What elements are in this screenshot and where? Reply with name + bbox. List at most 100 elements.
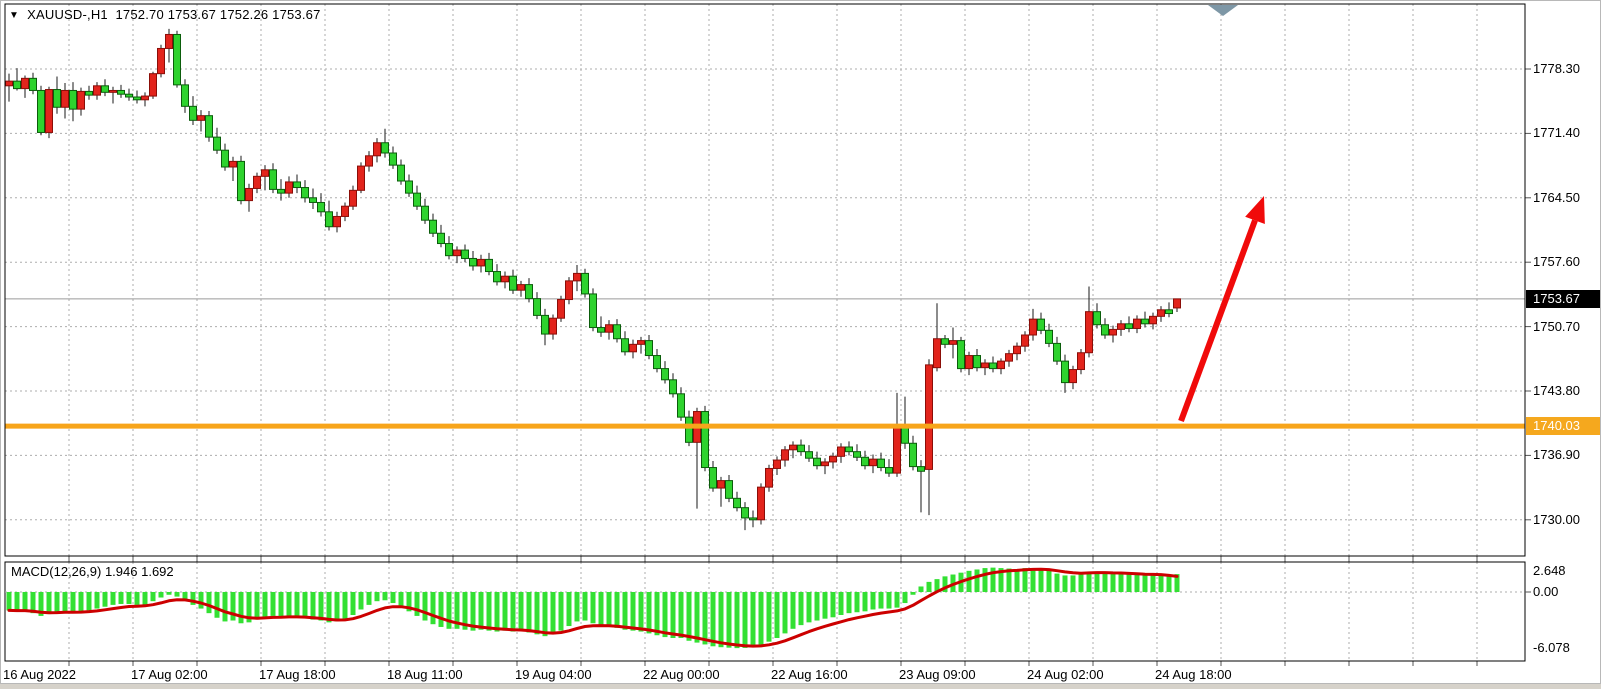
macd-histogram-bar bbox=[654, 592, 660, 636]
candle-bull bbox=[893, 425, 901, 474]
candle-bear bbox=[493, 271, 501, 283]
candle-bear bbox=[1093, 311, 1101, 326]
macd-name: MACD(12,26,9) bbox=[11, 564, 102, 579]
macd-histogram-bar bbox=[94, 592, 100, 609]
candle-bull bbox=[1029, 318, 1037, 336]
candle-bear bbox=[621, 338, 629, 353]
price-axis-label: 1778.30 bbox=[1533, 61, 1580, 76]
candle-bull bbox=[157, 47, 165, 75]
candle-bull bbox=[949, 340, 957, 345]
chart-shift-marker-icon[interactable] bbox=[1208, 5, 1238, 16]
macd-histogram-bar bbox=[230, 592, 236, 621]
candle-bear bbox=[421, 205, 429, 221]
ohlc-open: 1752.70 bbox=[115, 7, 164, 22]
macd-histogram-bar bbox=[1142, 575, 1148, 592]
macd-histogram-bar bbox=[846, 592, 852, 614]
price-axis-label: 1750.70 bbox=[1533, 318, 1580, 334]
macd-histogram-bar bbox=[454, 592, 460, 629]
macd-histogram-bar bbox=[790, 592, 796, 629]
macd-histogram-bar bbox=[382, 592, 388, 601]
macd-histogram-bar bbox=[494, 592, 500, 632]
macd-histogram-bar bbox=[502, 592, 508, 631]
macd-histogram-bar bbox=[718, 592, 724, 648]
trend-arrow-head[interactable] bbox=[1245, 196, 1265, 225]
candle-bull bbox=[1109, 328, 1117, 336]
candle-bear bbox=[677, 393, 685, 418]
candle-bear bbox=[173, 33, 181, 86]
candle-bull bbox=[501, 275, 509, 283]
candle-bull bbox=[77, 90, 85, 110]
macd-histogram-bar bbox=[990, 567, 996, 592]
time-axis-label: 17 Aug 18:00 bbox=[259, 667, 336, 682]
time-scale-axis[interactable]: 16 Aug 2022 17 Aug 02:00 17 Aug 18:00 18 Au… bbox=[0, 662, 1601, 683]
macd-histogram-bar bbox=[1038, 569, 1044, 592]
price-axis-label: 1736.90 bbox=[1533, 447, 1580, 463]
candle-bear bbox=[861, 456, 869, 467]
macd-indicator-label: MACD(12,26,9) 1.946 1.692 bbox=[11, 564, 174, 579]
macd-histogram-bar bbox=[126, 592, 132, 604]
macd-histogram-bar bbox=[198, 592, 204, 609]
candle-bear bbox=[13, 80, 21, 90]
macd-histogram-bar bbox=[1054, 573, 1060, 592]
macd-histogram-bar bbox=[414, 592, 420, 616]
candle-bear bbox=[533, 298, 541, 316]
candle-bear bbox=[741, 507, 749, 519]
candle-bear bbox=[469, 257, 477, 267]
candle-bull bbox=[197, 115, 205, 121]
candle-bear bbox=[669, 379, 677, 395]
time-axis-label: 19 Aug 04:00 bbox=[515, 667, 592, 682]
candle-bull bbox=[1021, 334, 1029, 347]
candle-bull bbox=[93, 85, 101, 96]
candle-bull bbox=[573, 272, 581, 282]
candle-bear bbox=[125, 93, 133, 98]
ohlc-low: 1752.26 bbox=[219, 7, 269, 22]
candle-bear bbox=[213, 136, 221, 151]
macd-histogram-bar bbox=[670, 592, 676, 638]
symbol-dropdown-icon: ▼ bbox=[9, 10, 20, 21]
macd-axis-label: 0.00 bbox=[1533, 584, 1559, 599]
macd-histogram-bar bbox=[1006, 568, 1012, 592]
candle-bull bbox=[1133, 318, 1141, 329]
macd-histogram-bar bbox=[1158, 574, 1164, 592]
candle-bear bbox=[301, 187, 309, 199]
macd-histogram-bar bbox=[982, 568, 988, 592]
macd-histogram-bar bbox=[1014, 569, 1020, 592]
candle-bear bbox=[29, 77, 37, 91]
macd-histogram-bar bbox=[630, 592, 636, 631]
ohlc-close: 1753.67 bbox=[272, 7, 321, 22]
candle-bull bbox=[965, 355, 973, 370]
macd-histogram-bar bbox=[102, 592, 108, 607]
candle-bull bbox=[1085, 311, 1093, 354]
macd-histogram-bar bbox=[526, 592, 532, 633]
candle-bear bbox=[293, 181, 301, 189]
candle-bull bbox=[637, 340, 645, 345]
trend-arrow-shaft[interactable] bbox=[1178, 219, 1258, 423]
macd-histogram-bar bbox=[470, 592, 476, 631]
macd-histogram-bar bbox=[1134, 574, 1140, 592]
macd-histogram-bar bbox=[886, 592, 892, 609]
macd-histogram-bar bbox=[86, 592, 92, 611]
candle-bear bbox=[405, 180, 413, 194]
candle-bear bbox=[901, 425, 909, 444]
macd-histogram-bar bbox=[574, 592, 580, 622]
candle-bear bbox=[1061, 360, 1069, 384]
macd-histogram-bar bbox=[822, 592, 828, 619]
macd-histogram-bar bbox=[590, 592, 596, 624]
macd-histogram-bar bbox=[222, 592, 228, 622]
macd-histogram-bar bbox=[638, 592, 644, 632]
macd-histogram-bar bbox=[1086, 571, 1092, 592]
main-chart-frame bbox=[4, 3, 1526, 557]
macd-histogram-bar bbox=[142, 592, 148, 605]
macd-histogram-bar bbox=[862, 592, 868, 612]
price-scale-axis[interactable]: 1753.67 1740.03 1778.30 1771.40 1764.50 175… bbox=[1526, 0, 1601, 661]
time-axis-label: 24 Aug 02:00 bbox=[1027, 667, 1104, 682]
macd-histogram-bar bbox=[390, 592, 396, 604]
macd-histogram-bar bbox=[462, 592, 468, 630]
macd-histogram-bar bbox=[598, 592, 604, 626]
candle-bull bbox=[477, 258, 485, 267]
macd-histogram-bar bbox=[966, 570, 972, 592]
candle-bear bbox=[461, 249, 469, 259]
macd-histogram-bar bbox=[1046, 570, 1052, 592]
candle-bear bbox=[845, 446, 853, 453]
